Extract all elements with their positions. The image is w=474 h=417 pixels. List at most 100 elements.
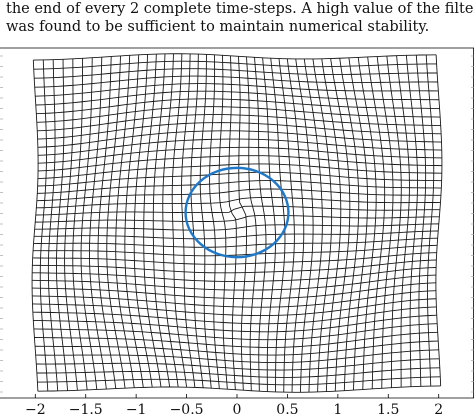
mesh-line-vertical [218,55,228,390]
mesh-line-horizontal [37,385,441,393]
mesh-line-vertical [254,57,267,392]
mesh-line-horizontal [33,244,438,257]
mesh-line-vertical [115,55,135,388]
paragraph: the end of every 2 complete time-steps. … [6,0,474,36]
mesh-line-vertical [143,54,162,388]
mesh-line-vertical [228,55,237,390]
mesh-line-vertical [133,54,153,388]
mesh-line-vertical [376,56,394,389]
mesh-line-vertical [415,55,427,387]
mesh-line-horizontal [34,230,439,240]
mesh-line-vertical [246,56,257,391]
mesh-line-vertical [80,57,98,390]
x-tick-label: −2 [25,402,46,417]
mesh-line-horizontal [33,60,437,70]
circle-boundary [184,166,290,259]
mesh-line-horizontal [35,349,439,364]
mesh-line-vertical [55,59,69,391]
mesh-line-horizontal [35,340,439,356]
mesh-line-vertical [209,54,220,389]
plot-frame [0,47,474,399]
mesh-line-vertical [278,58,295,393]
mesh-line-horizontal [36,98,440,115]
mesh-line-horizontal [37,180,442,194]
mesh-line-vertical [312,58,333,392]
mesh-line-horizontal [35,90,439,106]
x-axis-ticks: −2 −1.5 −1 −0.5 0 0.5 1 1.5 2 [25,394,443,417]
mesh-line-horizontal [32,282,436,300]
mesh-line-horizontal [37,114,441,132]
mesh-line-horizontal [34,223,439,231]
mesh-line-horizontal [37,376,441,386]
mesh-line-horizontal [38,138,442,156]
text-line-1: the end of every 2 complete time-steps. … [6,1,474,17]
mesh-line-vertical [396,55,410,388]
mesh-line-horizontal [32,252,437,265]
mesh-line-horizontal [37,122,442,140]
mesh-line-vertical [386,56,402,388]
mesh-line-vertical [89,57,107,390]
mesh-line-vertical [181,53,196,388]
x-tick-label: 0 [233,402,242,417]
mesh-line-vertical [303,58,323,393]
mesh-line-horizontal [32,306,437,325]
mesh-line-vertical [270,58,286,392]
mesh-line-horizontal [32,298,437,317]
mesh-line-vertical [295,58,314,393]
mesh-line-vertical [286,58,305,393]
mesh-line-vertical [199,54,212,389]
mesh-line-vertical [435,54,443,386]
mesh-line-horizontal [36,188,441,202]
mesh-line-horizontal [32,267,437,282]
mesh-line-vertical [31,60,39,392]
mesh-line-vertical [64,58,78,391]
mesh-line-horizontal [33,53,437,61]
mesh-line-horizontal [34,75,438,88]
mesh-line-vertical [152,53,171,388]
mesh-line-horizontal [32,290,436,308]
mesh-line-vertical [321,58,342,392]
deformed-mesh [31,53,443,393]
mesh-line-horizontal [32,259,437,274]
mesh-line-horizontal [37,130,442,148]
x-tick-label: −0.5 [170,402,204,417]
x-tick-label: 1.5 [377,402,399,417]
mesh-line-vertical [97,56,117,389]
mesh-line-vertical [405,55,419,387]
mesh-line-horizontal [36,358,440,371]
mesh-line-vertical [357,57,377,390]
mesh-line-vertical [106,55,126,389]
x-tick-label: −1 [126,402,147,417]
text-line-2: was found to be sufficient to maintain n… [6,19,430,35]
mesh-line-horizontal [35,83,439,97]
mesh-line-horizontal [35,214,440,223]
mesh-line-horizontal [35,205,440,216]
mesh-line-horizontal [36,106,441,123]
mesh-line-vertical [238,56,247,391]
mesh-line-vertical [124,54,144,388]
mesh-line-vertical [339,58,360,391]
mesh-line-vertical [262,57,276,392]
x-tick-label: 1 [333,402,342,417]
mesh-line-horizontal [33,323,438,341]
mesh-line-horizontal [34,331,438,348]
mesh-line-vertical [348,57,368,391]
mesh-line-vertical [39,59,49,392]
mesh-line-vertical [162,53,179,388]
mesh-line-horizontal [34,68,438,79]
mesh-line-vertical [367,56,386,389]
mesh-line-horizontal [36,197,441,209]
mesh-line-horizontal [36,367,440,378]
mesh-line-vertical [47,59,59,391]
mesh-line-vertical [171,53,188,388]
mesh-line-vertical [425,54,435,387]
mesh-line-horizontal [33,314,437,333]
mesh-line-horizontal [32,274,436,291]
mesh-line-vertical [330,58,351,392]
circle-layer [184,166,290,259]
mesh-line-horizontal [37,163,442,179]
mesh-line-horizontal [38,146,442,164]
mesh-line-horizontal [38,155,442,172]
mesh-line-vertical [72,58,88,390]
